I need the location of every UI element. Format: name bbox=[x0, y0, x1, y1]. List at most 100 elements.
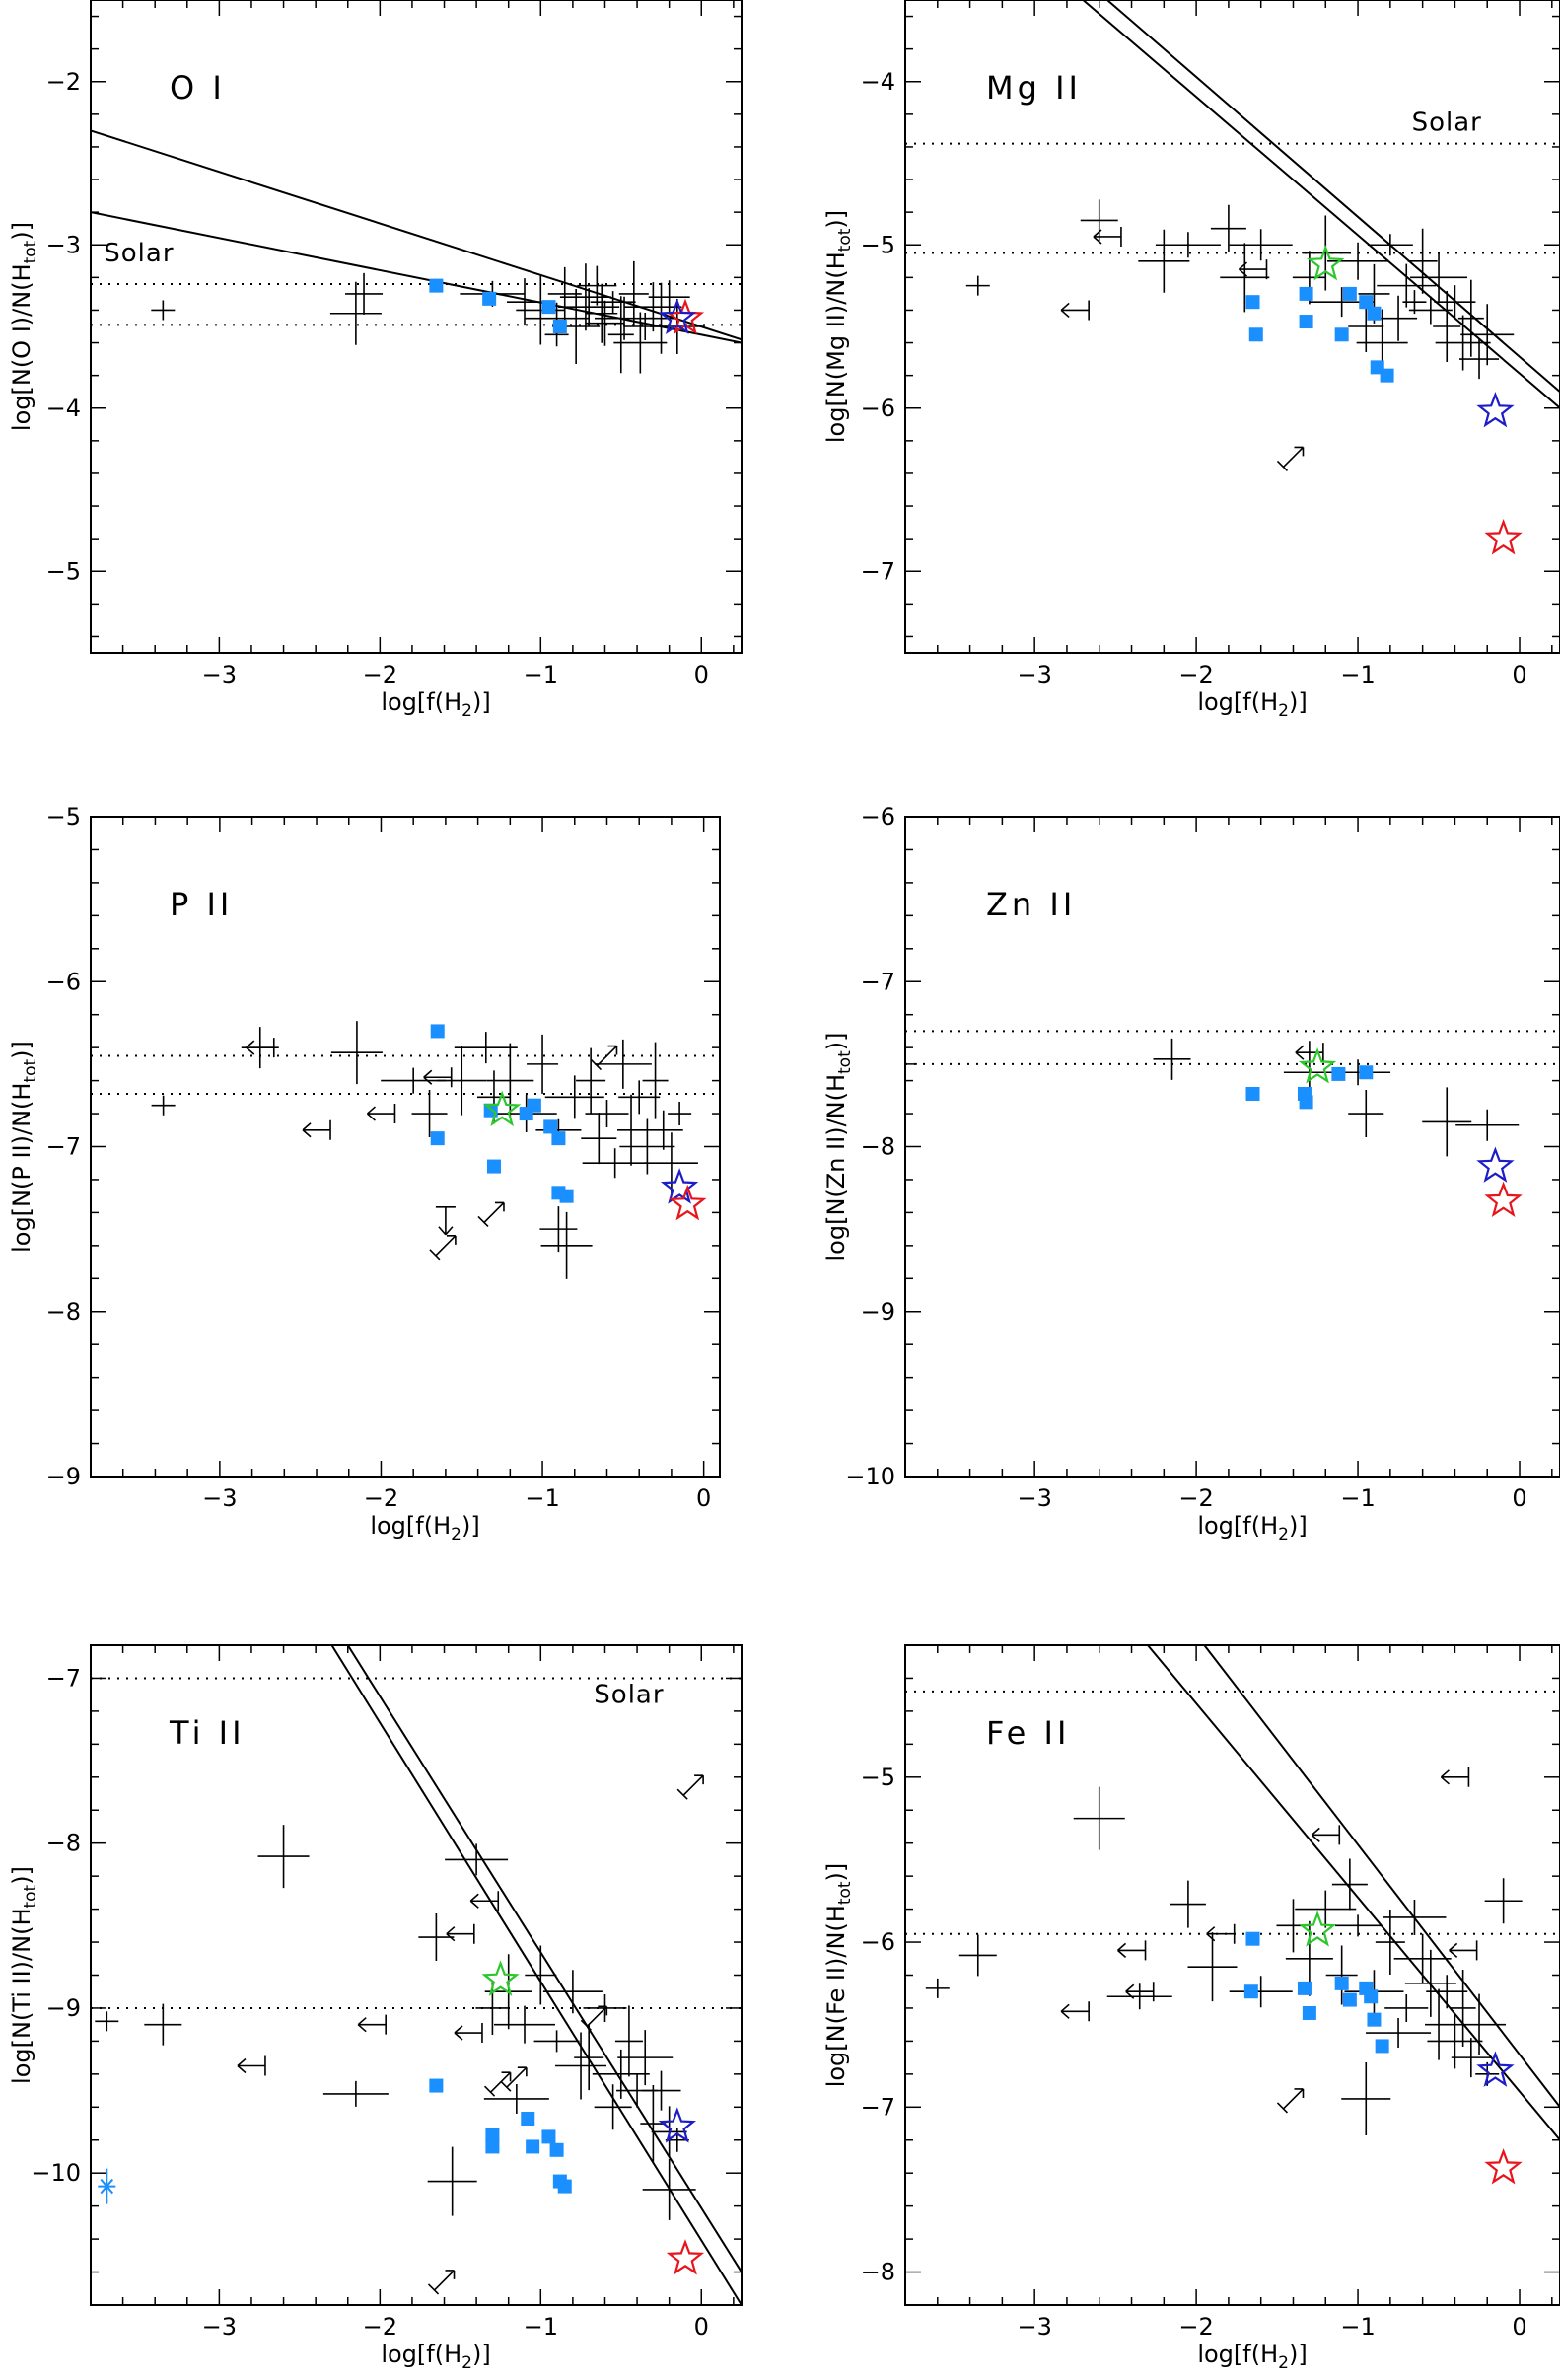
data-point-cross bbox=[668, 1102, 692, 1126]
limit-arrow bbox=[454, 2023, 483, 2044]
data-point-square bbox=[1302, 2005, 1316, 2020]
data-point-cross bbox=[1210, 204, 1246, 252]
x-tick-label: −3 bbox=[202, 2313, 237, 2341]
data-point-star bbox=[1476, 2051, 1515, 2087]
data-point-cross bbox=[1106, 1983, 1172, 2010]
data-point-cross bbox=[1375, 1910, 1405, 1976]
data-point-cross bbox=[494, 2005, 555, 2044]
limit-arrow bbox=[427, 2270, 456, 2295]
data-point-cross bbox=[1407, 228, 1438, 294]
fit-line bbox=[91, 129, 742, 341]
x-axis-title: log[f(H2)] bbox=[1197, 2341, 1307, 2373]
data-point-cross bbox=[1427, 2013, 1483, 2069]
data-point-star bbox=[1484, 1181, 1523, 1217]
solar-label: Solar bbox=[1412, 108, 1482, 137]
data-point-cross bbox=[1331, 1858, 1368, 1911]
data-point-square bbox=[541, 2129, 556, 2144]
y-tick-label: −5 bbox=[861, 231, 895, 258]
data-point-square bbox=[552, 320, 567, 333]
fit-line bbox=[1147, 1645, 1560, 2141]
fit-line bbox=[91, 211, 742, 344]
x-tick-label: −3 bbox=[202, 661, 237, 688]
data-point-cross bbox=[345, 272, 384, 315]
data-point-square bbox=[1380, 368, 1394, 383]
x-tick-label: 0 bbox=[694, 661, 709, 688]
limit-arrow bbox=[590, 1045, 618, 1071]
x-axis-title: log[f(H2)] bbox=[1197, 1512, 1307, 1545]
plot-area bbox=[91, 1645, 742, 2305]
data-point-cross bbox=[540, 1211, 593, 1279]
data-point-cross bbox=[330, 1021, 383, 1085]
data-point-cross bbox=[614, 2005, 643, 2077]
limit-arrow bbox=[580, 2005, 608, 2031]
data-point-cross bbox=[1080, 199, 1118, 242]
data-point-cross bbox=[613, 312, 668, 374]
panel-label: P II bbox=[170, 886, 233, 923]
data-point-cross bbox=[559, 263, 611, 331]
data-point-cross bbox=[574, 2025, 604, 2091]
data-point-cross bbox=[427, 2146, 477, 2216]
limit-arrow bbox=[1093, 226, 1122, 247]
limit-arrow bbox=[1060, 2001, 1090, 2022]
data-point-star bbox=[1484, 2148, 1523, 2185]
data-point-cross bbox=[555, 2032, 607, 2100]
y-tick-label: −8 bbox=[861, 1133, 895, 1161]
data-point-square bbox=[551, 1131, 566, 1146]
data-point-square bbox=[1245, 1086, 1260, 1101]
plot-area bbox=[905, 0, 1560, 555]
data-point-cross bbox=[582, 1148, 648, 1179]
limit-arrow bbox=[1276, 2088, 1305, 2114]
data-point-cross bbox=[617, 1094, 646, 1166]
data-point-cross bbox=[965, 275, 990, 296]
data-point-cross bbox=[1433, 291, 1461, 362]
data-point-cross bbox=[445, 1843, 509, 1876]
data-point-square bbox=[543, 1119, 558, 1134]
data-point-cross bbox=[437, 1046, 487, 1116]
data-point-cross bbox=[151, 1095, 176, 1116]
data-point-cross bbox=[1187, 1932, 1238, 2002]
data-point-cross bbox=[577, 265, 617, 306]
data-point-cross bbox=[1453, 1993, 1507, 2055]
data-point-asterisk bbox=[98, 2168, 116, 2204]
plot-frame bbox=[90, 0, 743, 654]
data-point-cross bbox=[411, 1090, 448, 1138]
data-point-cross bbox=[624, 282, 682, 332]
data-point-cross bbox=[586, 283, 618, 343]
data-point-cross bbox=[1366, 2018, 1432, 2049]
y-tick-label: −9 bbox=[46, 1994, 81, 2022]
limit-arrow bbox=[1295, 1043, 1324, 1063]
data-point-cross bbox=[144, 2003, 182, 2046]
fit-line bbox=[1203, 1645, 1560, 2108]
data-point-cross bbox=[1327, 242, 1389, 280]
x-tick-label: 0 bbox=[694, 2313, 709, 2341]
data-point-star bbox=[1484, 518, 1523, 555]
limit-arrow bbox=[1060, 300, 1090, 321]
x-tick-label: 0 bbox=[696, 1484, 711, 1512]
data-point-cross bbox=[594, 2084, 632, 2130]
y-tick-label: −6 bbox=[861, 803, 895, 830]
data-point-cross bbox=[607, 296, 634, 374]
data-point-square bbox=[1359, 1065, 1374, 1080]
data-point-cross bbox=[1459, 339, 1500, 380]
x-tick-label: 0 bbox=[1512, 661, 1526, 688]
x-axis-title: log[f(H2)] bbox=[1197, 688, 1307, 721]
data-point-square bbox=[526, 2139, 540, 2154]
data-point-square bbox=[429, 2078, 444, 2093]
data-point-cross bbox=[1229, 229, 1293, 261]
data-point-cross bbox=[640, 2085, 667, 2163]
panel-label: Fe II bbox=[986, 1714, 1070, 1752]
panel-label: O I bbox=[170, 69, 226, 107]
data-point-cross bbox=[1138, 229, 1190, 293]
data-point-cross bbox=[644, 1132, 698, 1194]
data-point-cross bbox=[1220, 243, 1270, 313]
data-point-cross bbox=[1408, 296, 1453, 325]
y-tick-label: −4 bbox=[46, 395, 81, 422]
data-point-cross bbox=[1348, 1090, 1384, 1138]
y-tick-label: −6 bbox=[46, 968, 81, 995]
solar-label: Solar bbox=[594, 1681, 664, 1710]
data-point-cross bbox=[1451, 2038, 1491, 2078]
data-point-cross bbox=[1455, 1109, 1520, 1141]
data-point-cross bbox=[1170, 1880, 1206, 1928]
y-tick-label: −9 bbox=[861, 1298, 895, 1326]
